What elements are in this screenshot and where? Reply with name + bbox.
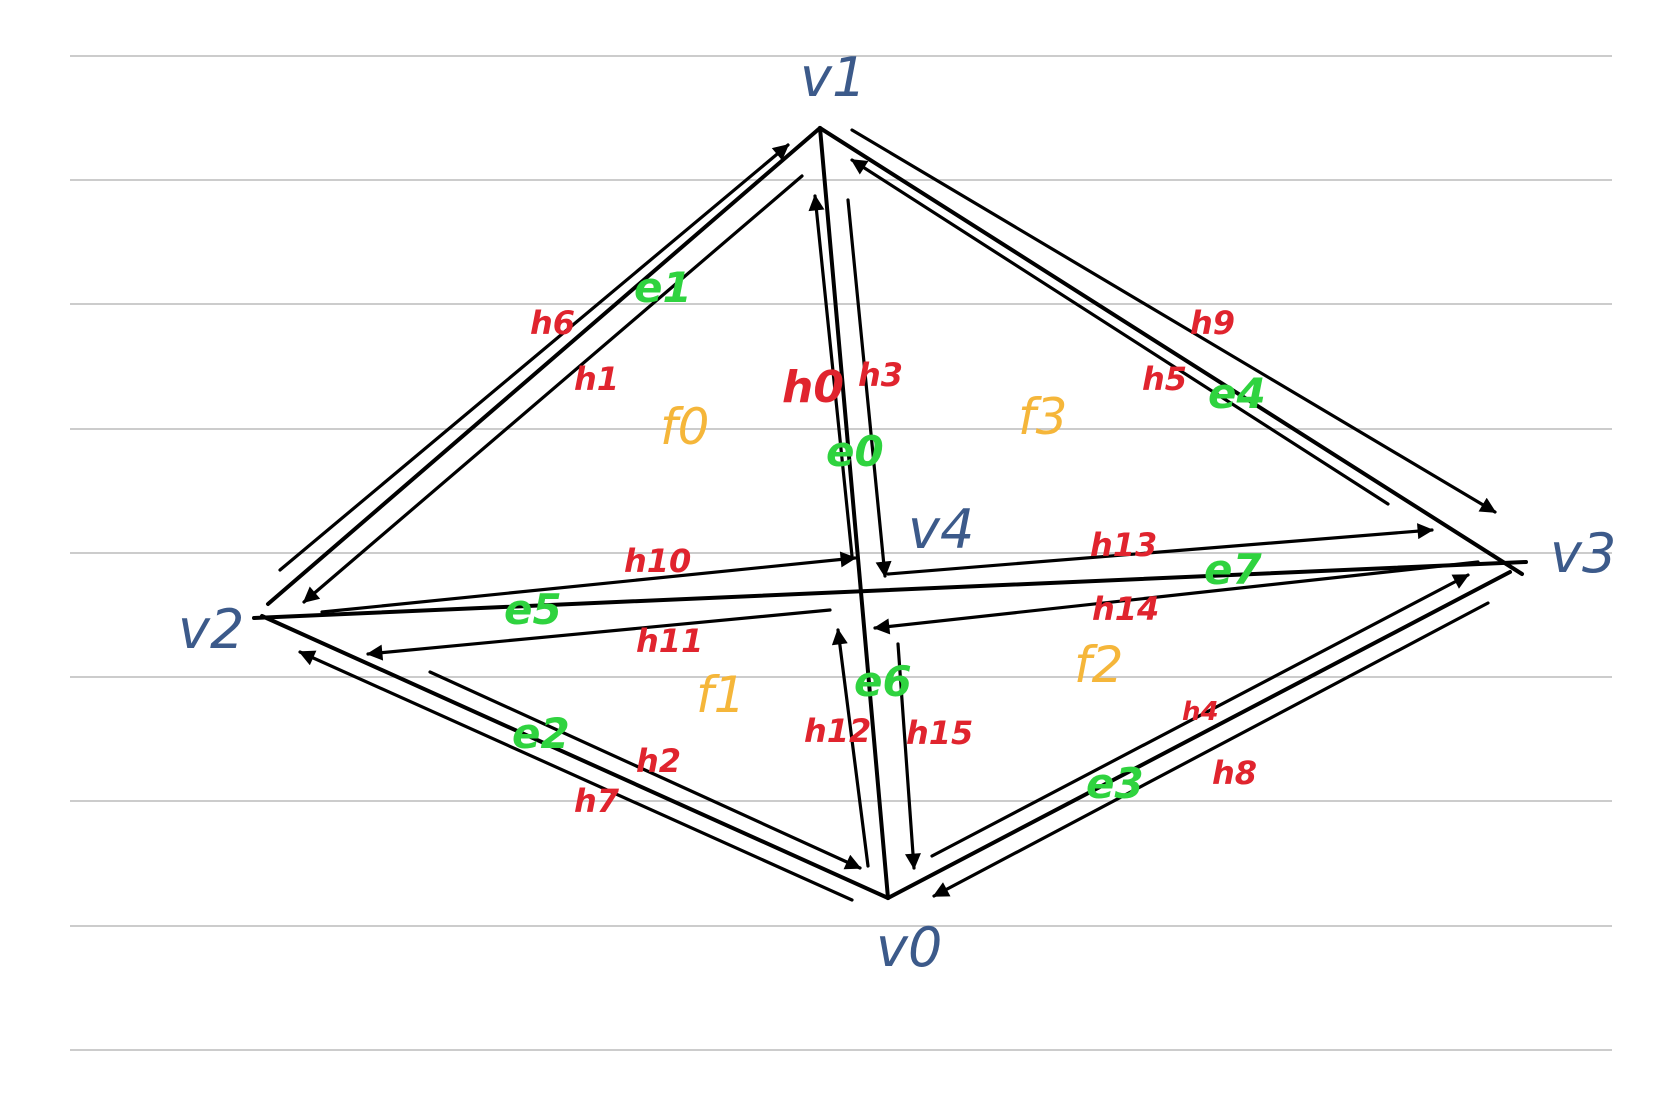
face-label-f1: f1 xyxy=(696,666,745,724)
halfedge-label-h13: h13 xyxy=(1090,526,1157,564)
halfedge-arrow-h14 xyxy=(873,560,1480,635)
edge-label-e0: e0 xyxy=(826,427,884,476)
halfedge-label-h15: h15 xyxy=(906,714,973,752)
halfedge-label-h3: h3 xyxy=(858,356,903,394)
vertex-label-v3: v3 xyxy=(1550,522,1616,585)
halfedge-arrow-h11 xyxy=(366,608,832,661)
edge-label-e5: e5 xyxy=(504,585,562,634)
halfedge-arrow-h10 xyxy=(320,551,857,614)
edge-labels: e1 e0 e4 e5 e7 e6 e2 e3 xyxy=(504,263,1266,808)
face-labels: f0 f3 f1 f2 xyxy=(660,388,1123,724)
edge-label-e3: e3 xyxy=(1086,759,1144,808)
edge-line-e0 xyxy=(818,126,890,900)
mesh-edges xyxy=(252,126,1528,900)
vertex-label-v1: v1 xyxy=(800,46,866,109)
halfedge-arrow-h9 xyxy=(850,128,1497,514)
halfedge-arrow-h4 xyxy=(930,573,1470,858)
halfedge-arrow-h0 xyxy=(808,194,854,558)
halfedge-arrow-h2 xyxy=(428,670,862,870)
halfedge-label-h0: h0 xyxy=(782,362,844,413)
face-label-f3: f3 xyxy=(1018,388,1067,446)
halfedge-label-h14: h14 xyxy=(1092,590,1159,628)
face-label-f2: f2 xyxy=(1074,636,1123,694)
edge-label-e2: e2 xyxy=(512,709,570,758)
halfedge-arrow-h6 xyxy=(278,143,790,572)
halfedge-arrow-h7 xyxy=(298,650,854,902)
edge-label-e7: e7 xyxy=(1204,545,1262,594)
halfedge-label-h5: h5 xyxy=(1142,360,1187,398)
halfedge-arrow-h5 xyxy=(850,158,1390,506)
halfedge-arrow-h12 xyxy=(831,628,870,868)
vertex-label-v0: v0 xyxy=(876,916,942,979)
edge-label-e1: e1 xyxy=(634,263,692,312)
edge-line-e1 xyxy=(266,126,822,606)
halfedge-label-h11: h11 xyxy=(636,622,703,660)
edge-label-e4: e4 xyxy=(1208,369,1266,418)
halfedge-arrow-h8 xyxy=(932,601,1490,898)
edge-line-e4 xyxy=(818,126,1524,576)
halfedge-label-h6: h6 xyxy=(530,304,575,342)
halfedge-label-h9: h9 xyxy=(1190,304,1235,342)
halfedge-label-h10: h10 xyxy=(624,542,691,580)
edge-label-e6: e6 xyxy=(854,657,912,706)
halfedge-label-h7: h7 xyxy=(574,782,620,820)
halfedge-arrow-h15 xyxy=(896,642,921,870)
halfedge-arrows xyxy=(278,128,1497,902)
face-label-f0: f0 xyxy=(660,398,709,456)
halfedge-label-h8: h8 xyxy=(1212,754,1257,792)
halfedge-label-h12: h12 xyxy=(804,712,871,750)
halfedge-label-h4: h4 xyxy=(1182,697,1219,727)
halfedge-label-h2: h2 xyxy=(636,742,681,780)
halfedge-arrow-h13 xyxy=(886,523,1434,576)
halfedge-arrow-h3 xyxy=(846,198,892,578)
halfedge-arrow-h1 xyxy=(302,174,804,604)
vertex-label-v2: v2 xyxy=(178,598,244,661)
edge-line-e5-e7 xyxy=(252,560,1528,620)
vertex-label-v4: v4 xyxy=(908,498,974,561)
halfedge-labels: h6 h1 h0 h3 h9 h5 h10 h11 h13 h14 h12 h1… xyxy=(530,304,1257,820)
edge-line-e3 xyxy=(886,570,1512,900)
vertex-labels: v1 v2 v3 v4 v0 xyxy=(178,46,1616,979)
halfedge-label-h1: h1 xyxy=(574,360,619,398)
edge-line-e2 xyxy=(260,614,890,900)
